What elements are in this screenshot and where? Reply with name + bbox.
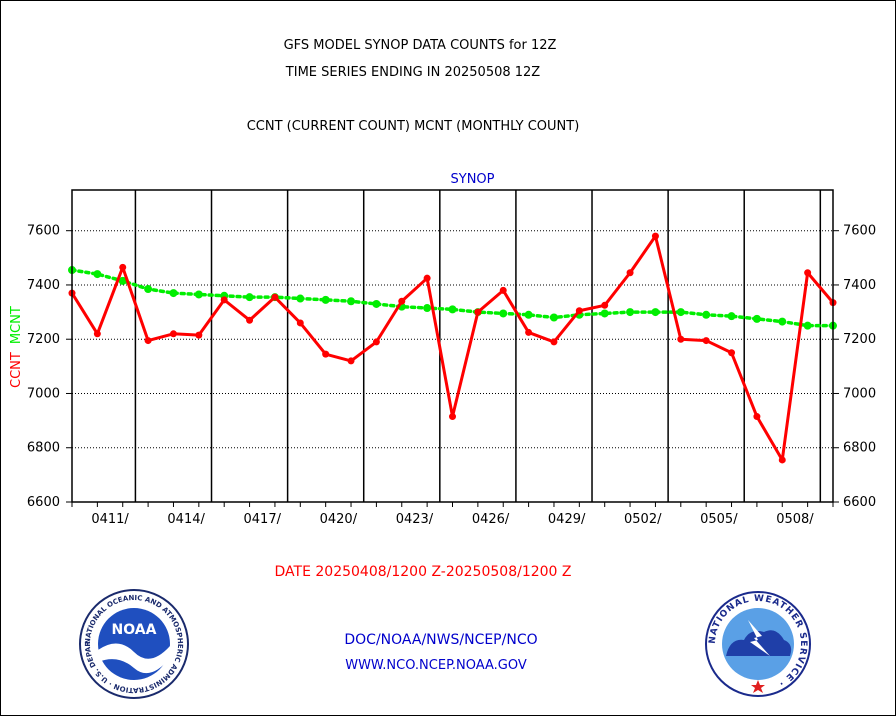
point-mcnt (499, 309, 508, 318)
point-ccnt (246, 316, 254, 324)
chart-title-line1: GFS MODEL SYNOP DATA COUNTS for 12Z (283, 38, 557, 53)
point-ccnt (195, 331, 203, 339)
ytick-label-left: 7400 (27, 278, 60, 293)
ytick-label-left: 7600 (27, 224, 60, 239)
point-ccnt (651, 232, 659, 240)
point-mcnt (651, 308, 660, 317)
point-mcnt (144, 285, 153, 294)
point-ccnt (372, 338, 380, 346)
xtick-label-0: 0411/ (91, 512, 129, 527)
xtick-label-4: 0423/ (396, 512, 434, 527)
xtick-label-3: 0420/ (320, 512, 358, 527)
point-ccnt (347, 357, 355, 365)
ytick-label-left: 6600 (27, 495, 60, 510)
point-ccnt (398, 297, 406, 305)
point-mcnt (626, 308, 635, 317)
point-mcnt (118, 276, 127, 285)
point-mcnt (752, 314, 761, 323)
grid-layer (72, 230, 833, 449)
point-mcnt (600, 309, 609, 318)
xtick-label-9: 0508/ (776, 512, 814, 527)
agency-link[interactable]: DOC/NOAA/NWS/NCEP/NCO (344, 632, 538, 648)
xtick-label-6: 0429/ (548, 512, 586, 527)
xtick-label-8: 0505/ (700, 512, 738, 527)
point-mcnt (169, 289, 178, 298)
point-mcnt (524, 310, 533, 319)
nws-logo: NATIONAL WEATHER SERVICE · (705, 591, 811, 697)
xtick-label-1: 0414/ (167, 512, 205, 527)
point-mcnt (778, 317, 787, 326)
point-mcnt (702, 310, 711, 319)
point-mcnt (93, 270, 102, 279)
ytick-label-right: 7400 (843, 278, 876, 293)
point-ccnt (550, 338, 558, 346)
point-mcnt (194, 290, 203, 299)
point-mcnt (727, 312, 736, 321)
point-ccnt (169, 330, 177, 338)
point-mcnt (321, 295, 330, 304)
label-layer: 6600 6600 6800 6800 7000 7000 7200 7200 7400 7400… (9, 172, 876, 527)
point-mcnt (245, 293, 254, 302)
point-ccnt (601, 301, 609, 309)
point-ccnt (804, 269, 812, 277)
website-link[interactable]: WWW.NCO.NCEP.NOAA.GOV (345, 658, 527, 673)
point-ccnt (778, 456, 786, 464)
y-axis-label-mcnt: MCNT (9, 306, 24, 344)
point-ccnt (220, 296, 228, 304)
point-ccnt (144, 337, 152, 345)
ytick-label-left: 7200 (27, 332, 60, 347)
point-ccnt (474, 308, 482, 316)
plot-border (71, 189, 834, 503)
point-ccnt (525, 328, 533, 336)
y-axis-label: CCNT MCNT (9, 306, 24, 388)
point-ccnt (626, 269, 634, 277)
point-ccnt (322, 350, 330, 358)
noaa-logo-text: NOAA (112, 622, 157, 638)
point-ccnt (677, 335, 685, 343)
point-ccnt (296, 319, 304, 327)
point-mcnt (448, 305, 457, 314)
chart-title-line2: TIME SERIES ENDING IN 20250508 12Z (285, 65, 541, 80)
xtick-label-7: 0502/ (624, 512, 662, 527)
noaa-logo: NATIONAL OCEANIC AND ATMOSPHERIC ADMINIS… (78, 588, 189, 699)
point-mcnt (676, 308, 685, 317)
ytick-label-right: 7000 (843, 386, 876, 401)
ytick-label-left: 7000 (27, 386, 60, 401)
point-mcnt (423, 304, 432, 313)
point-ccnt (449, 413, 456, 421)
chart-subtitle: CCNT (CURRENT COUNT) MCNT (MONTHLY COUNT… (246, 119, 580, 134)
ytick-label-right: 6800 (843, 441, 876, 456)
date-range-label: DATE 20250408/1200 Z-20250508/1200 Z (274, 564, 572, 580)
point-ccnt (499, 286, 507, 294)
point-mcnt (372, 299, 381, 308)
series-line-mcnt (70, 268, 835, 328)
ytick-label-left: 6800 (27, 441, 60, 456)
point-mcnt (549, 313, 558, 322)
point-ccnt (93, 330, 101, 338)
point-mcnt (347, 297, 356, 306)
point-mcnt (803, 321, 812, 330)
xtick-label-2: 0417/ (244, 512, 282, 527)
plot-title: SYNOP (451, 172, 495, 187)
series-line-ccnt (70, 234, 835, 462)
series-layer (68, 232, 837, 464)
ytick-label-right: 7600 (843, 224, 876, 239)
point-ccnt (119, 263, 127, 271)
point-ccnt (702, 337, 710, 345)
ytick-label-right: 7200 (843, 332, 876, 347)
ytick-label-right: 6600 (843, 495, 876, 510)
xtick-label-5: 0426/ (472, 512, 510, 527)
point-ccnt (423, 274, 431, 282)
axis-layer (66, 189, 839, 507)
point-ccnt (753, 413, 761, 421)
point-ccnt (575, 307, 583, 315)
point-mcnt (296, 294, 305, 303)
point-ccnt (271, 293, 279, 301)
y-axis-label-ccnt: CCNT (9, 352, 24, 388)
point-ccnt (728, 349, 736, 357)
